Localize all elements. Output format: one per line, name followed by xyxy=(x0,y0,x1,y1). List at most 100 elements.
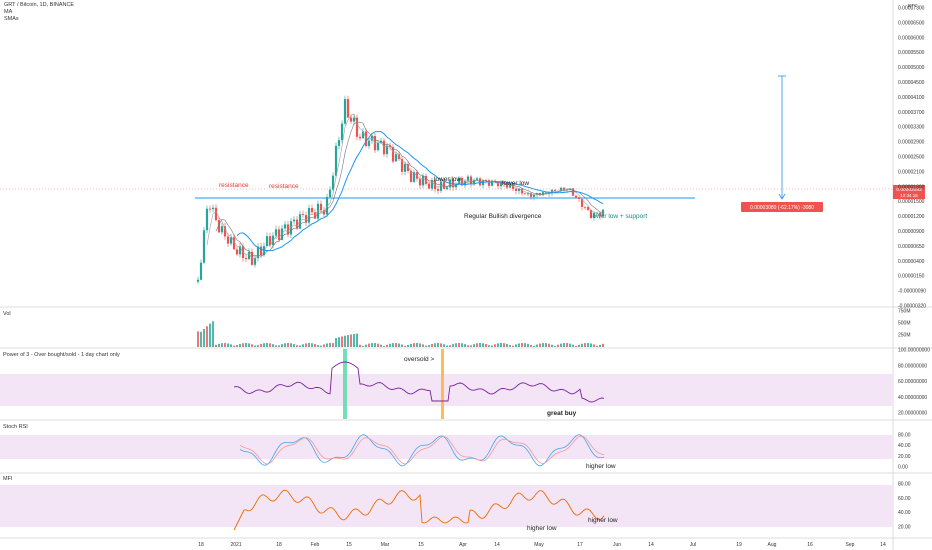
annotation-higher-low-mfi-2: higher low xyxy=(588,517,618,524)
volume-bar xyxy=(446,345,448,347)
mfi-tick-label: 40.00 xyxy=(898,510,911,516)
candle-body xyxy=(382,140,386,155)
volume-bar xyxy=(437,343,439,347)
volume-bar xyxy=(575,345,577,347)
candle-body xyxy=(388,145,392,148)
volume-bar xyxy=(503,343,505,347)
annotation-higher-low-mfi-1: higher low xyxy=(527,525,557,532)
measure-label: 0.00003080 (-62.17%) -3080 xyxy=(750,205,814,211)
volume-bar xyxy=(347,335,349,347)
volume-bar xyxy=(488,345,490,347)
candle-body xyxy=(376,143,380,151)
volume-bar xyxy=(377,343,379,347)
candle-body xyxy=(391,147,395,162)
price-tick-label: 0.00007300 xyxy=(898,6,925,12)
volume-bar xyxy=(299,345,301,347)
volume-bar xyxy=(455,343,457,347)
volume-bar xyxy=(392,343,394,347)
candle-body xyxy=(196,279,200,282)
volume-bar xyxy=(236,345,238,347)
price-tick-label: 0.00003300 xyxy=(898,125,925,131)
volume-bar xyxy=(269,343,271,347)
volume-bar xyxy=(596,345,598,347)
volume-bar xyxy=(416,343,418,347)
volume-bar xyxy=(533,345,535,347)
price-tick-label: 0.00000900 xyxy=(898,229,925,235)
indicator-ma-label[interactable]: MA xyxy=(4,9,13,15)
volume-bar xyxy=(425,345,427,347)
candle-body xyxy=(457,177,461,185)
power-tick-label: 100.00000000 xyxy=(898,348,930,354)
volume-bar xyxy=(239,343,241,347)
volume-bar xyxy=(332,343,334,347)
candle-body xyxy=(355,117,359,137)
volume-bar xyxy=(551,344,553,347)
power-label[interactable]: Power of 3 - Over bought/sold - 1 day ch… xyxy=(3,352,120,358)
candle-body xyxy=(430,179,434,189)
volume-bar xyxy=(254,345,256,347)
candle-body xyxy=(400,158,404,172)
volume-bar xyxy=(380,344,382,347)
candle-body xyxy=(259,246,263,256)
candle-body xyxy=(574,195,578,198)
candle-body xyxy=(256,246,260,259)
candle-body xyxy=(406,164,410,171)
candle-body xyxy=(496,182,500,187)
volume-label[interactable]: Vol xyxy=(3,311,11,317)
candle-body xyxy=(511,184,515,189)
annotation-lower-low-2: lower low xyxy=(502,180,529,187)
candle-body xyxy=(289,221,293,235)
price-marker-box xyxy=(893,185,925,199)
candle-body xyxy=(379,140,383,144)
volume-bar xyxy=(581,343,583,347)
volume-bar xyxy=(344,335,346,347)
volume-bar xyxy=(251,344,253,347)
volume-bar xyxy=(599,344,601,347)
volume-bar xyxy=(458,343,460,347)
volume-bar xyxy=(260,344,262,347)
candle-body xyxy=(517,188,521,191)
stoch-label[interactable]: Stoch RSI xyxy=(3,424,28,430)
volume-bar xyxy=(227,343,229,347)
power-line xyxy=(233,361,605,403)
volume-bar xyxy=(545,343,547,347)
annotation-support: lower low + support xyxy=(591,213,647,220)
symbol-title[interactable]: GRT / Bitcoin, 1D, BINANCE xyxy=(4,2,75,8)
candle-body xyxy=(520,188,524,194)
volume-bar xyxy=(200,331,202,347)
price-tick-label: 0.00004100 xyxy=(898,95,925,101)
volume-bar xyxy=(578,344,580,347)
volume-bar xyxy=(452,344,454,347)
volume-bar xyxy=(407,344,409,347)
time-tick-label: 2021 xyxy=(230,542,241,548)
volume-bar xyxy=(296,345,298,347)
price-tick-label: -0.00000090 xyxy=(898,289,926,295)
volume-bar xyxy=(278,345,280,347)
time-tick-label: 14 xyxy=(494,542,500,548)
candle-body xyxy=(499,181,503,187)
indicator-smas-label[interactable]: SMAs xyxy=(4,16,19,22)
candle-body xyxy=(202,230,206,263)
price-tick-label: 0.00006000 xyxy=(898,35,925,41)
annotation-divergence: Regular Bullish divergence xyxy=(464,213,542,220)
candle-body xyxy=(319,203,323,211)
candle-body xyxy=(514,188,518,191)
power-highlight-green xyxy=(343,349,347,419)
candle-body xyxy=(280,228,284,240)
candle-body xyxy=(592,212,596,219)
time-tick-label: 14 xyxy=(880,542,886,548)
volume-tick-label: 500M xyxy=(898,321,911,327)
volume-bar xyxy=(401,344,403,347)
power-highlight-orange xyxy=(441,349,444,419)
mfi-label[interactable]: MFI xyxy=(3,476,13,482)
candle-body xyxy=(295,219,299,229)
candle-body xyxy=(397,154,401,159)
volume-bar xyxy=(464,344,466,347)
candle-body xyxy=(337,140,341,146)
mfi-axis: 80.00 60.00 40.00 20.00 xyxy=(898,482,911,531)
candle-body xyxy=(589,209,593,219)
time-tick-label: 19 xyxy=(736,542,742,548)
candle-body xyxy=(523,193,527,195)
mfi-band xyxy=(0,485,893,527)
